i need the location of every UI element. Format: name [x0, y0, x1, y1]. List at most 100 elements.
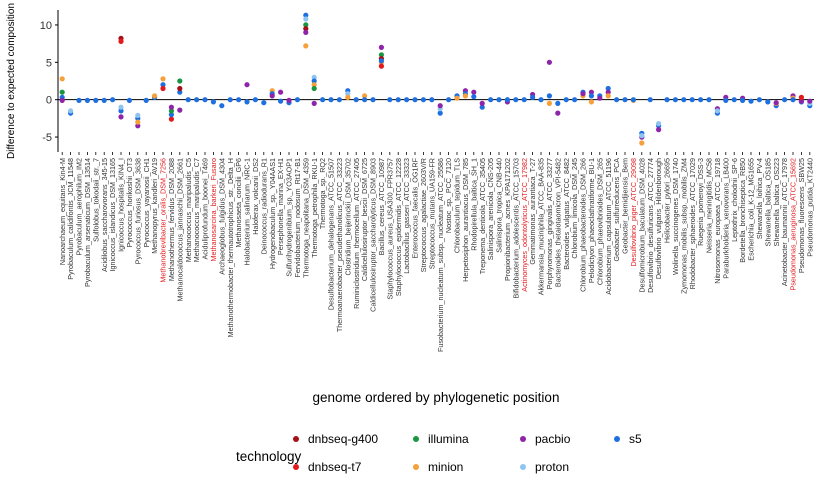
x-tick-label: Shewanella_baltica_OS223 — [772, 158, 781, 246]
x-tick-label: Bacteroides_vulgatus_ATCC_8482 — [562, 158, 571, 270]
data-point — [286, 97, 292, 103]
x-tick-label: Ruegeria_pomeroyi_DSS-3 — [696, 158, 705, 246]
legend-swatch — [293, 436, 299, 442]
x-tick-label: Pyrococcus_horikoshii_OT3 — [125, 158, 134, 247]
data-point — [479, 100, 485, 106]
data-point — [546, 93, 553, 99]
legend-label: illumina — [428, 432, 469, 446]
legend-label: proton — [535, 460, 569, 474]
data-point — [639, 133, 645, 139]
data-point — [303, 16, 309, 22]
data-point — [765, 99, 771, 105]
data-point — [303, 12, 309, 18]
data-point — [278, 98, 284, 104]
data-point — [152, 93, 158, 99]
data-point — [311, 78, 317, 84]
x-tick-label: Shewanella_baltica_OS185 — [763, 158, 772, 246]
data-point — [160, 85, 166, 92]
data-point — [706, 97, 712, 103]
data-point — [530, 94, 536, 100]
data-point — [362, 97, 368, 103]
data-point — [378, 63, 384, 69]
legend-label: s5 — [629, 432, 642, 446]
data-point — [471, 89, 477, 95]
x-tick-label: Bordetella_bronchiseptica_RB50 — [738, 158, 747, 263]
x-tick-label: Nanoarchaeum_equitans_Kin4-M — [58, 158, 67, 265]
data-point — [311, 100, 317, 106]
data-point — [748, 98, 754, 104]
x-tick-label: Neisseria_meningitidis_MC58 — [705, 158, 714, 253]
x-tick-label: Pyrobaculum_aerophilum_IM2 — [75, 158, 84, 255]
data-point — [160, 76, 166, 82]
data-point — [588, 93, 595, 99]
data-point — [378, 52, 384, 58]
y-axis-label: Difference to expected composition — [6, 3, 17, 159]
data-point — [588, 99, 595, 105]
data-point — [227, 97, 233, 103]
data-point — [93, 97, 99, 103]
x-tick-label: Methanopyrus_kandleri_AV19 — [150, 158, 159, 254]
y-tick-label: 10 — [40, 20, 52, 32]
x-tick-label: Geobacter_sulfurreducens_PCA — [612, 158, 621, 262]
data-point — [437, 110, 443, 116]
x-tick-label: Leptothrix_cholodnii_SP-6 — [730, 158, 739, 242]
data-point — [597, 95, 603, 101]
data-point — [269, 93, 275, 99]
data-point — [336, 97, 342, 103]
data-point — [714, 108, 721, 114]
data-point — [672, 97, 679, 103]
legend-label: minion — [428, 460, 463, 474]
data-point — [168, 116, 174, 122]
x-tick-label: Desulfobacterium_dehalogenans_ATCC_51507 — [327, 158, 336, 310]
data-point — [303, 22, 309, 28]
data-point — [303, 43, 309, 49]
data-point — [311, 82, 317, 88]
data-point — [118, 104, 124, 110]
data-point — [471, 94, 477, 100]
data-point — [614, 97, 620, 103]
data-point — [311, 74, 317, 80]
data-point — [731, 97, 737, 103]
x-tick-label: Nitrosomonas_europaea_ATCC_19718 — [713, 158, 722, 284]
data-point — [656, 127, 662, 133]
data-point — [454, 95, 460, 101]
x-tick-label: Lactobacillus_gasseri_ATCC_33323 — [402, 158, 411, 274]
x-axis-label: genome ordered by phylogenetic position — [313, 390, 560, 405]
x-tick-label: Geobacter_bemidjiensis_Bem — [621, 158, 630, 254]
legend-title: technology — [236, 449, 302, 464]
data-point — [782, 97, 788, 103]
data-point — [395, 97, 401, 103]
x-tick-label: Helicobacter_pylori_26695 — [663, 158, 672, 243]
data-point — [168, 112, 174, 118]
data-point — [59, 89, 65, 95]
data-point — [630, 97, 637, 103]
x-tick-label: Thermoanaerobacter_pseudethanolicus_ATCC… — [335, 158, 344, 332]
legend: dnbseq-g400 dnbseq-t7 illumina minion pacbio… — [293, 432, 642, 474]
x-tick-label: Pelodictyon_phaeoclathratiforme_BU-1 — [587, 158, 596, 283]
data-point — [311, 85, 317, 92]
x-tick-label: Chlorobium_phaeobacteroides_DSM_266 — [579, 158, 588, 292]
data-point — [790, 97, 796, 103]
x-tick-label: Pyrococcus_yayanosii_CH1 — [142, 158, 151, 248]
x-tick-label: Hydrogenobaculum_sp._Y04AAS1 — [268, 158, 277, 269]
x-tick-label: Methanocaldococcus_jannaschii_DSM_2661 — [175, 158, 184, 301]
x-tick-label: Desulfovibrio_piger_ATCC_29098 — [629, 158, 638, 267]
data-point — [488, 97, 494, 103]
x-tick-label: Streptococcus_mutans_UA159-FR — [427, 158, 436, 269]
x-tick-label: Staphylococcus_aureus_USA300_FPR3757 — [385, 158, 394, 299]
data-point — [261, 100, 267, 106]
x-tick-label: Treponema_denticola_ATCC_35405 — [478, 158, 487, 274]
data-point — [320, 97, 326, 103]
x-tick-label: Ignicoccus_hospitalis_KIN4_I — [117, 158, 126, 252]
data-point — [378, 58, 384, 64]
data-point — [76, 97, 82, 103]
legend-swatch — [413, 436, 419, 442]
data-point — [639, 140, 645, 146]
x-tick-label: Thermotoga_neapolitana_DSM_4359 — [301, 158, 310, 278]
data-point — [210, 99, 216, 105]
x-tick-label: Acinetobacter_baumannii_ATCC_17978 — [780, 158, 789, 286]
data-point — [378, 44, 384, 51]
x-tick-label: Fusobacterium_nucleatum_subsp._nucleatum… — [436, 158, 445, 352]
x-tick-label: Rhodopirellula_baltica_SH_1 — [469, 158, 478, 251]
legend-swatch — [520, 436, 526, 442]
